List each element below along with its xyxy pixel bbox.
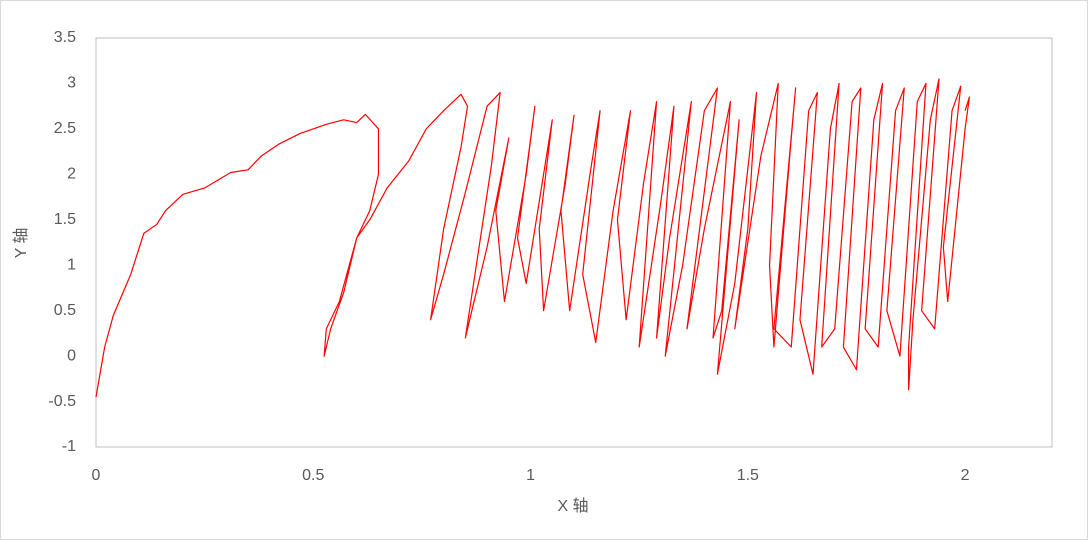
y-tick-label: 1 <box>67 256 76 273</box>
y-tick-label: 3.5 <box>54 29 76 46</box>
data-line <box>95 78 971 398</box>
x-tick-label: 0 <box>92 467 101 484</box>
y-tick-label: 1.5 <box>54 211 76 228</box>
y-tick-label: 2.5 <box>54 120 76 137</box>
x-tick-label: 1.5 <box>737 467 759 484</box>
y-tick-label: -0.5 <box>48 393 76 410</box>
y-tick-label: -1 <box>62 438 76 455</box>
y-axis-title: Y 轴 <box>12 228 30 259</box>
plot-area <box>95 37 1053 448</box>
y-tick-label: 3 <box>67 75 76 92</box>
x-tick-label: 1 <box>526 467 535 484</box>
x-tick-label: 2 <box>961 467 970 484</box>
x-axis-title: X 轴 <box>557 497 588 515</box>
y-tick-label: 0.5 <box>54 302 76 319</box>
y-tick-label: 0 <box>67 347 76 364</box>
y-tick-label: 2 <box>67 166 76 183</box>
x-tick-label: 0.5 <box>302 467 324 484</box>
